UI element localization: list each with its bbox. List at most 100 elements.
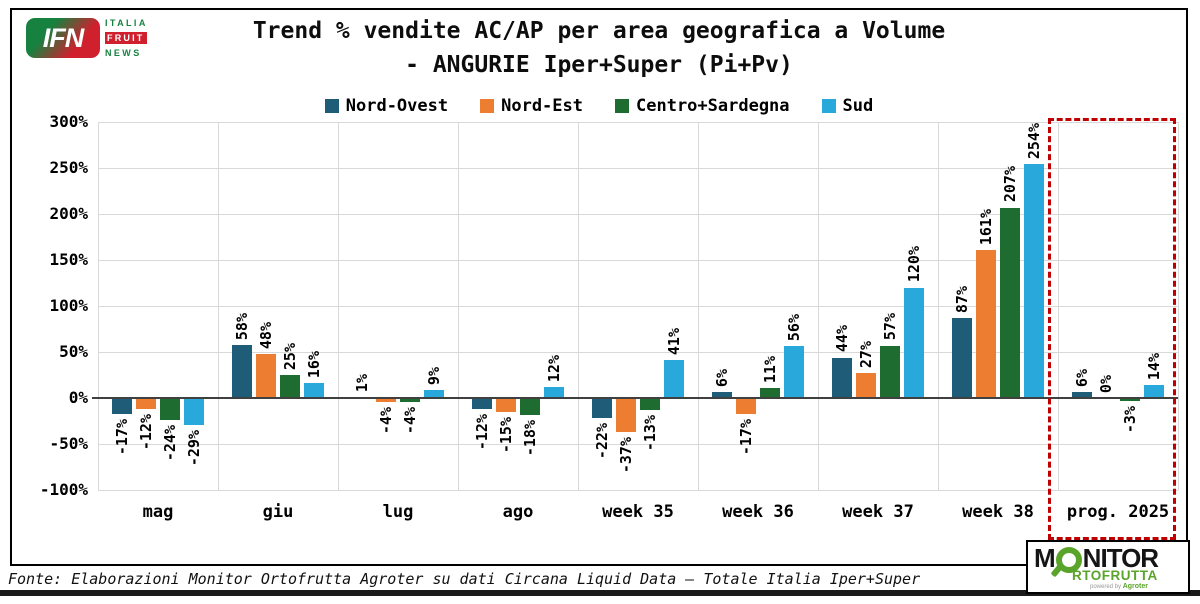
gridline [818,122,819,490]
bar-value-label: 87% [953,285,971,313]
gridline [1178,122,1179,490]
bar [1144,385,1164,398]
bar-value-label: -12% [473,414,491,451]
gridline [578,122,579,490]
y-tick-label: 0% [68,388,88,407]
bar [376,398,396,402]
bar [616,398,636,433]
legend-item: Sud [821,96,874,116]
bar [976,249,996,398]
monitor-logo-nitor: NITOR [1082,543,1159,573]
y-tick-label: 250% [49,158,88,177]
bar [256,353,276,398]
bar [424,389,444,398]
monitor-logo-line1: M NITOR [1028,542,1188,578]
bar-value-label: 1% [353,374,371,393]
legend-swatch [821,99,836,113]
gridline [98,490,1178,491]
bar-value-label: 48% [257,321,275,349]
bar-value-label: -17% [113,418,131,455]
bar [784,346,804,398]
gridline [98,260,1178,261]
x-tick-label: mag [142,502,174,522]
agroter-brand: Agroter [1122,583,1148,590]
monitor-ortofrutta-logo: M NITOR RTOFRUTTA powered by Agroter [1026,540,1190,594]
legend-label: Nord-Est [501,96,583,116]
bar [592,398,612,419]
bar [712,392,732,398]
bar [520,398,540,415]
bar-value-label: 41% [665,328,683,356]
highlight-dashed-box [1048,118,1176,540]
gridline [218,122,219,490]
bar [760,387,780,398]
monitor-logo-m: M [1034,543,1056,573]
bar-value-label: 12% [545,354,563,382]
bar [280,375,300,398]
bar-value-label: -18% [521,419,539,456]
legend-label: Nord-Ovest [345,96,449,116]
source-caption: Fonte: Elaborazioni Monitor Ortofrutta A… [8,570,921,588]
bar [904,287,924,398]
gridline [98,444,1178,445]
gridline [98,306,1178,307]
chart-plot-area: -100% -50% 0% 50% 100% 150% 200% 250% 300% -17% -1… [40,112,1179,540]
y-tick-label: 150% [49,250,88,269]
x-tick-label: week 38 [962,502,1034,522]
bar [952,317,972,398]
bottom-divider-bar [0,590,1200,596]
gridline [938,122,939,490]
bar-value-label: -4% [401,406,419,434]
legend-label: Sud [842,96,874,116]
ifn-logo-italia: ITALIA [105,18,148,28]
bar [232,344,252,398]
bar [664,360,684,398]
bar-value-label: -37% [617,437,635,474]
bar [736,398,756,414]
bar-value-label: -22% [593,423,611,460]
legend-swatch [615,99,629,113]
bar-value-label: 161% [977,208,995,245]
bar-value-label: 27% [857,341,875,369]
y-tick-label: -50% [49,434,88,453]
bar [496,398,516,412]
bar-value-label: 56% [785,314,803,342]
gridline [98,168,1178,169]
bar-value-label: 16% [305,351,323,379]
magnifier-icon [1050,547,1082,578]
chart-frame: IFN ITALIA FRUIT NEWS Trend % vendite AC… [10,8,1188,566]
gridline [338,122,339,490]
bar-value-label: 254% [1025,123,1043,160]
y-tick-label: 50% [59,342,88,361]
bar-value-label: -29% [185,429,203,466]
legend-item: Centro+Sardegna [615,96,790,116]
x-tick-label: week 37 [842,502,914,522]
ifn-logo-fruit: FRUIT [105,32,147,44]
chart-title-line-2: - ANGURIE Iper+Super (Pi+Pv) [405,52,793,78]
gridline [98,352,1178,353]
bar [856,373,876,398]
gridline [1058,122,1059,490]
x-tick-label: lug [382,502,414,522]
gridline [98,122,1178,123]
bar [880,345,900,398]
bar-value-label: 25% [281,342,299,370]
x-tick-label: week 35 [602,502,674,522]
x-tick-label: week 36 [722,502,794,522]
bar-value-label: -4% [377,406,395,434]
gridline [98,214,1178,215]
y-tick-label: 300% [49,112,88,131]
bar [832,357,852,398]
bar [1072,392,1092,398]
bar [304,383,324,398]
x-axis-line [92,397,1178,399]
bar-value-label: 6% [713,369,731,388]
bar [184,398,204,425]
x-tick-label: ago [502,502,534,522]
y-tick-label: 100% [49,296,88,315]
gridline [98,122,99,490]
legend-swatch [480,99,495,113]
chart-legend: Nord-Ovest Nord-Est Centro+Sardegna Sud [12,96,1186,116]
legend-swatch [324,99,339,113]
